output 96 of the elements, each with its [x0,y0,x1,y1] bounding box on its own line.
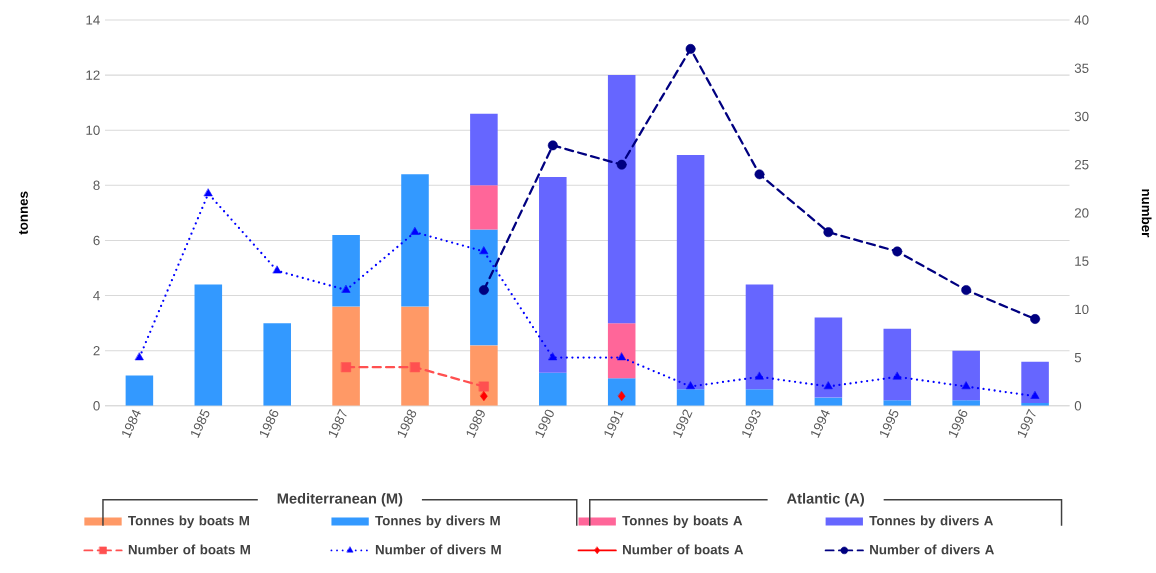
x-tick-label: 1994 [811,409,830,439]
y-axis-title: tonnes [19,191,28,235]
x-tick-label: 1988 [397,409,417,439]
point [961,285,972,296]
point [616,159,627,170]
x-tick-label: 1997 [1017,408,1036,439]
point [410,227,420,235]
bar [814,317,843,398]
x-tick-label: 1993 [742,409,761,439]
bar [263,323,291,406]
bar [883,328,912,401]
x-tick-label: 1989 [466,409,485,439]
point [1030,314,1041,325]
bar [539,372,567,406]
point [548,352,558,361]
bar [194,284,223,406]
point [823,227,834,238]
legend-label: Tonnes by boats M [128,515,249,529]
point [478,381,489,392]
point [204,188,213,197]
y-tick-label: 8 [93,180,100,191]
y2-tick-label: 30 [1074,111,1089,122]
bar [607,75,636,324]
bar [470,229,498,346]
y-tick-label: 0 [93,401,100,411]
x-tick-label: 1991 [604,410,624,439]
text: Atlantic (A) [786,493,864,507]
y2-tick-label: 15 [1075,256,1089,266]
x-tick-label: 1986 [259,409,279,439]
x-tick-label: 1995 [880,409,899,439]
y-tick-label: 14 [86,15,100,25]
point [617,391,626,402]
bar [676,155,705,390]
legend-label: Number of boats M [128,544,250,555]
text: Mediterranean (M) [277,493,403,507]
bar [470,345,498,406]
legend-label: Number of boats A [623,544,744,555]
bar [332,306,360,406]
bar [332,235,360,307]
point [892,372,902,380]
legend-label: Tonnes by boats A [622,515,743,529]
point [754,169,765,180]
bar [607,378,636,406]
bar [470,113,498,186]
point [547,140,558,151]
legend-label: Tonnes by divers M [375,515,500,529]
y2-tick-label: 40 [1074,15,1089,25]
legend-label: Tonnes by divers A [869,515,994,529]
x-tick-label: 1990 [535,409,554,439]
legend-label: Number of divers A [870,544,994,555]
bar [401,174,429,307]
y-tick-label: 4 [93,291,100,301]
bar [607,323,636,379]
point [1030,391,1040,399]
point [961,381,971,390]
point [755,372,764,380]
x-tick-label: 1985 [191,409,210,439]
point [135,352,144,361]
legend-label: Number of divers M [375,544,501,555]
bar [125,375,154,406]
bar [539,177,567,373]
y2-tick-label: 35 [1074,63,1089,74]
point [824,381,833,390]
bar [401,306,429,406]
y-tick-label: 10 [86,125,100,136]
y2-tick-label: 20 [1074,208,1089,218]
bar [952,350,980,401]
point [341,362,352,373]
point [892,246,903,257]
point [272,265,282,274]
bar [676,389,705,406]
bar [952,400,980,406]
y-tick-label: 6 [93,235,100,246]
y2-tick-label: 25 [1074,160,1089,170]
bar [745,284,774,390]
point [341,285,351,293]
x-tick-label: 1987 [328,408,347,439]
point [686,381,695,390]
point [478,285,489,296]
y-tick-label: 2 [93,346,100,356]
x-tick-label: 1984 [122,409,141,439]
y2-tick-label: 0 [1074,401,1082,411]
point [685,44,696,54]
y2-tick-label: 5 [1074,353,1082,363]
bar [745,389,774,406]
point [617,352,627,361]
x-tick-label: 1992 [673,409,693,439]
y2-tick-label: 10 [1075,304,1089,315]
point [479,246,489,255]
y-tick-label: 12 [86,70,100,80]
point [480,391,488,402]
bar [1021,361,1049,404]
x-tick-label: 1996 [948,409,968,439]
y2-axis-title: number [1141,189,1152,238]
bar [470,185,498,230]
point [410,362,420,373]
